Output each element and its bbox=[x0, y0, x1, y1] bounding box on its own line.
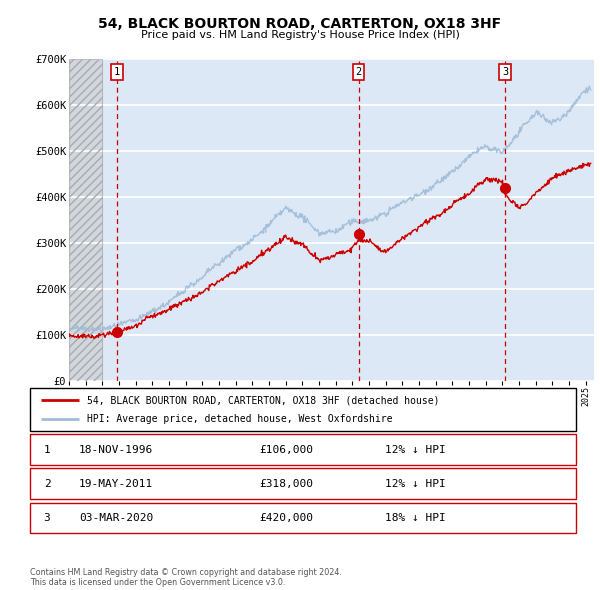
Text: 3: 3 bbox=[44, 513, 50, 523]
Bar bbox=[69, 59, 103, 381]
Text: Price paid vs. HM Land Registry's House Price Index (HPI): Price paid vs. HM Land Registry's House … bbox=[140, 30, 460, 40]
Text: 2: 2 bbox=[356, 67, 362, 77]
Text: 1: 1 bbox=[114, 67, 120, 77]
Text: Contains HM Land Registry data © Crown copyright and database right 2024.
This d: Contains HM Land Registry data © Crown c… bbox=[30, 568, 342, 587]
Text: 54, BLACK BOURTON ROAD, CARTERTON, OX18 3HF: 54, BLACK BOURTON ROAD, CARTERTON, OX18 … bbox=[98, 17, 502, 31]
Text: 12% ↓ HPI: 12% ↓ HPI bbox=[385, 479, 446, 489]
Text: 12% ↓ HPI: 12% ↓ HPI bbox=[385, 445, 446, 454]
Text: 03-MAR-2020: 03-MAR-2020 bbox=[79, 513, 154, 523]
Text: 18% ↓ HPI: 18% ↓ HPI bbox=[385, 513, 446, 523]
Text: £106,000: £106,000 bbox=[259, 445, 313, 454]
Text: 19-MAY-2011: 19-MAY-2011 bbox=[79, 479, 154, 489]
Text: 1: 1 bbox=[44, 445, 50, 454]
Text: 54, BLACK BOURTON ROAD, CARTERTON, OX18 3HF (detached house): 54, BLACK BOURTON ROAD, CARTERTON, OX18 … bbox=[88, 395, 440, 405]
Text: 3: 3 bbox=[502, 67, 508, 77]
Text: 18-NOV-1996: 18-NOV-1996 bbox=[79, 445, 154, 454]
Text: HPI: Average price, detached house, West Oxfordshire: HPI: Average price, detached house, West… bbox=[88, 414, 393, 424]
Text: 2: 2 bbox=[44, 479, 50, 489]
Bar bbox=[69, 59, 103, 381]
Text: £318,000: £318,000 bbox=[259, 479, 313, 489]
Text: £420,000: £420,000 bbox=[259, 513, 313, 523]
